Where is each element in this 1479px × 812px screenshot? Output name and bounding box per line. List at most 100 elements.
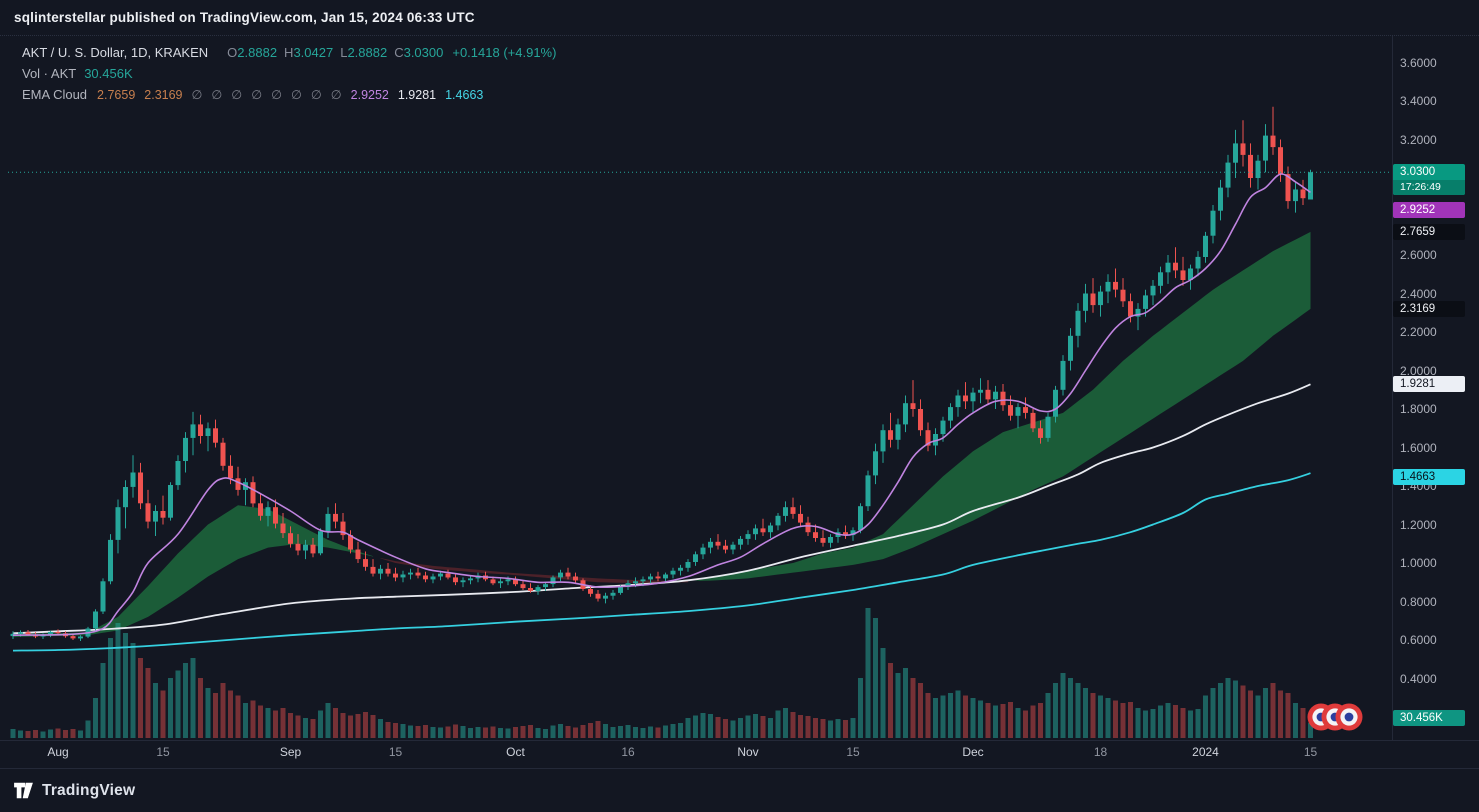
volume-bar: [1128, 702, 1133, 738]
volume-bar: [400, 724, 406, 738]
candle-body: [1128, 301, 1133, 317]
candle-body: [955, 395, 961, 408]
volume-bar: [1038, 703, 1043, 738]
volume-bar: [730, 720, 736, 738]
candle-body: [655, 576, 661, 579]
volume-bar: [1030, 705, 1036, 738]
candle-body: [1240, 143, 1246, 155]
volume-bar: [25, 731, 31, 738]
volume-bar: [1180, 708, 1186, 738]
ema-cloud-fill: [13, 231, 1311, 638]
volume-bar: [265, 708, 271, 738]
volume-bar: [790, 712, 796, 738]
volume-bar: [415, 726, 421, 738]
ohlc-label: L: [340, 45, 348, 60]
candle-body: [798, 513, 803, 523]
volume-bar: [843, 720, 848, 738]
candle-body: [1255, 160, 1261, 178]
volume-bar: [1203, 695, 1208, 738]
volume-bar: [1255, 695, 1261, 738]
candle-body: [505, 579, 511, 582]
volume-bar: [603, 724, 608, 738]
volume-bar: [70, 729, 76, 738]
candle-body: [618, 587, 623, 593]
candle-body: [183, 437, 188, 461]
volume-bar: [573, 727, 578, 738]
volume-row: Vol · AKT 30.456K: [22, 63, 556, 84]
candle-body: [565, 572, 571, 577]
candle-body: [325, 513, 331, 532]
volume-bar: [175, 670, 181, 738]
candle-body: [153, 511, 158, 522]
candle-body: [948, 407, 953, 421]
volume-bar: [618, 726, 623, 738]
volume-bar: [633, 727, 638, 738]
volume-bar: [1000, 704, 1006, 738]
tradingview-logo[interactable]: TradingView: [13, 780, 135, 801]
candle-body: [423, 575, 428, 580]
ohlc-label: C: [394, 45, 404, 60]
ohlc-values: O2.8882 H3.0427 L2.8882 C3.0300: [220, 45, 443, 60]
volume-bar: [745, 715, 751, 738]
candle-body: [513, 579, 518, 585]
volume-bar: [903, 668, 908, 738]
volume-bar: [835, 719, 841, 738]
candle-body: [205, 428, 211, 436]
candle-body: [445, 573, 451, 578]
volume-bar: [850, 718, 856, 738]
volume-bar: [355, 714, 361, 738]
volume-bar: [408, 725, 413, 738]
candle-body: [745, 534, 751, 539]
volume-bar: [1015, 708, 1021, 738]
candle-body: [805, 522, 811, 533]
volume-bar: [978, 700, 983, 738]
candle-body: [490, 579, 496, 584]
candle-body: [1098, 291, 1103, 306]
volume-bar: [333, 708, 338, 738]
volume-bar: [1135, 708, 1141, 738]
volume-bar: [1158, 705, 1163, 738]
volume-bar: [1090, 693, 1096, 738]
candle-body: [393, 573, 398, 578]
volume-bar: [1285, 693, 1291, 738]
volume-bar: [550, 725, 556, 738]
candle-body: [160, 511, 166, 518]
candle-body: [1105, 281, 1111, 292]
candle-body: [700, 547, 706, 555]
candle-body: [115, 507, 121, 540]
candle-body: [295, 543, 301, 551]
candle-body: [1173, 262, 1178, 271]
candle-body: [333, 513, 338, 522]
volume-bar: [1308, 722, 1313, 738]
volume-bar: [363, 712, 368, 738]
candle-body: [1068, 335, 1073, 361]
candle-body: [1218, 187, 1223, 211]
volume-bar: [258, 705, 263, 738]
ohlc-value: 3.0427: [293, 45, 334, 60]
candle-body: [1180, 270, 1186, 280]
ema-empty-symbol: ∅: [290, 88, 302, 102]
candle-body: [1090, 293, 1096, 306]
candle-body: [370, 566, 376, 574]
candle-body: [265, 507, 271, 516]
volume-bar: [708, 714, 713, 738]
ema-value: 2.3169: [144, 88, 183, 102]
candle-body: [408, 572, 413, 575]
ohlc-label: O: [227, 45, 238, 60]
volume-bar: [910, 678, 916, 738]
volume-bar: [445, 726, 451, 738]
volume-bar: [565, 726, 571, 738]
candle-body: [528, 588, 533, 591]
volume-bar: [723, 719, 728, 738]
volume-bar: [895, 673, 901, 738]
candle-body: [363, 559, 368, 567]
volume-bar: [1233, 680, 1238, 738]
candle-body: [198, 424, 203, 436]
candle-body: [685, 562, 691, 568]
candle-body: [895, 424, 901, 440]
candle-body: [93, 611, 98, 629]
volume-bar: [648, 726, 653, 738]
candle-body: [558, 572, 563, 578]
candle-body: [378, 568, 383, 574]
